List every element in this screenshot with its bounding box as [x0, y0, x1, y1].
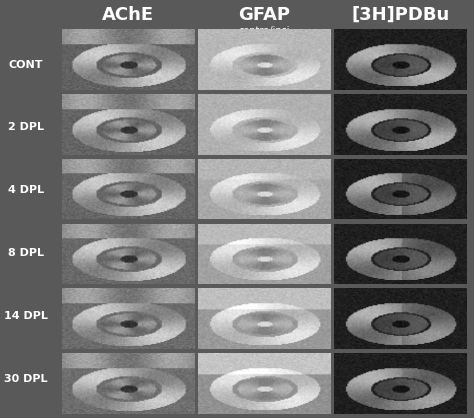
Text: 8 DPL: 8 DPL: [8, 248, 44, 258]
Text: 14 DPL: 14 DPL: [4, 311, 48, 321]
Text: contra/ipsi: contra/ipsi: [238, 25, 290, 36]
Text: 4 DPL: 4 DPL: [8, 185, 44, 195]
Text: 2 DPL: 2 DPL: [8, 122, 44, 133]
Text: GFAP: GFAP: [238, 5, 290, 24]
Text: CONT: CONT: [9, 60, 43, 70]
Text: [3H]PDBu: [3H]PDBu: [352, 5, 450, 24]
Text: 30 DPL: 30 DPL: [4, 374, 48, 384]
Text: AChE: AChE: [102, 5, 154, 24]
